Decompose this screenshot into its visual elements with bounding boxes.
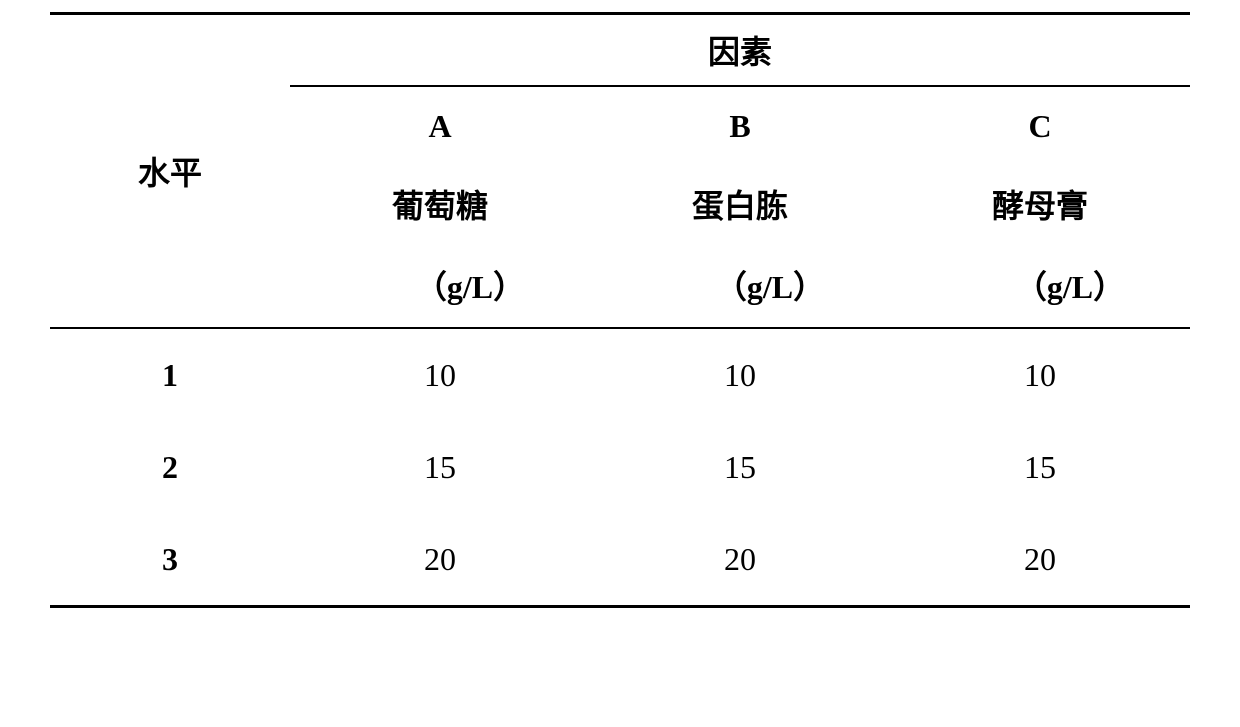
cell-c: 10 xyxy=(890,328,1190,421)
cell-level: 3 xyxy=(50,513,290,607)
header-level-label: 水平 xyxy=(138,155,202,191)
cell-level: 2 xyxy=(50,421,290,513)
header-col-c-name: 酵母膏 xyxy=(890,165,1190,243)
cell-c: 15 xyxy=(890,421,1190,513)
header-col-c-letter: C xyxy=(890,86,1190,165)
header-col-a-unit: （g/L） xyxy=(290,243,590,328)
table-row: 1 10 10 10 xyxy=(50,328,1190,421)
cell-b: 10 xyxy=(590,328,890,421)
cell-a: 15 xyxy=(290,421,590,513)
header-col-b-name: 蛋白胨 xyxy=(590,165,890,243)
cell-level: 1 xyxy=(50,328,290,421)
header-factor-label: 因素 xyxy=(708,34,772,70)
header-level: 水平 xyxy=(50,14,290,329)
header-col-c-unit: （g/L） xyxy=(890,243,1190,328)
cell-b: 20 xyxy=(590,513,890,607)
cell-b: 15 xyxy=(590,421,890,513)
header-col-a-letter: A xyxy=(290,86,590,165)
table-row: 3 20 20 20 xyxy=(50,513,1190,607)
header-col-a-name: 葡萄糖 xyxy=(290,165,590,243)
page: 水平 因素 A B C 葡萄糖 蛋白胨 酵母膏 （g/L） xyxy=(0,0,1240,727)
orthogonal-design-table: 水平 因素 A B C 葡萄糖 蛋白胨 酵母膏 （g/L） xyxy=(50,12,1190,608)
cell-a: 20 xyxy=(290,513,590,607)
cell-c: 20 xyxy=(890,513,1190,607)
header-factor: 因素 xyxy=(290,14,1190,87)
cell-a: 10 xyxy=(290,328,590,421)
header-col-b-letter: B xyxy=(590,86,890,165)
table-row: 2 15 15 15 xyxy=(50,421,1190,513)
header-col-b-unit: （g/L） xyxy=(590,243,890,328)
